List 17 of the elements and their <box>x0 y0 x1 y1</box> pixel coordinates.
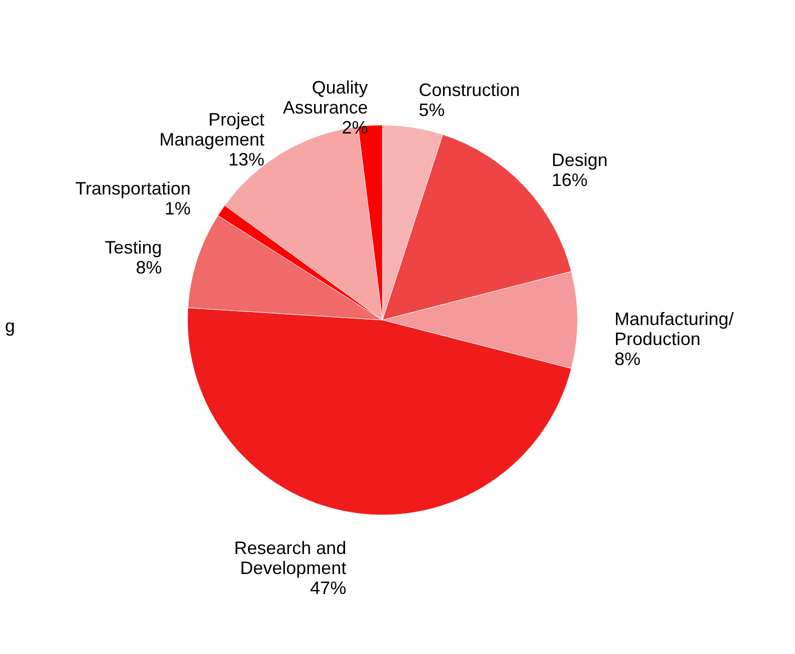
data-label: 47% <box>310 578 346 598</box>
text: g <box>5 316 16 336</box>
slice-label: Construction <box>418 80 520 100</box>
slice-label: Project Management <box>159 109 264 150</box>
slice-label: Testing <box>104 237 162 258</box>
data-label: 2% <box>342 117 368 138</box>
data-label: 1% <box>164 198 191 219</box>
data-label: 13% <box>228 149 264 170</box>
data-label: 8% <box>614 349 641 369</box>
slice-label: Quality Assurance <box>282 77 368 118</box>
slice-label: Research and Development <box>234 538 346 578</box>
slice-label: Transportation <box>75 178 191 199</box>
slice-label: Manufacturing/ Production <box>614 309 734 349</box>
data-label: 16% <box>552 170 588 190</box>
data-label: 5% <box>418 100 445 120</box>
data-label: 8% <box>136 257 162 278</box>
slice-label: Design <box>552 150 608 170</box>
